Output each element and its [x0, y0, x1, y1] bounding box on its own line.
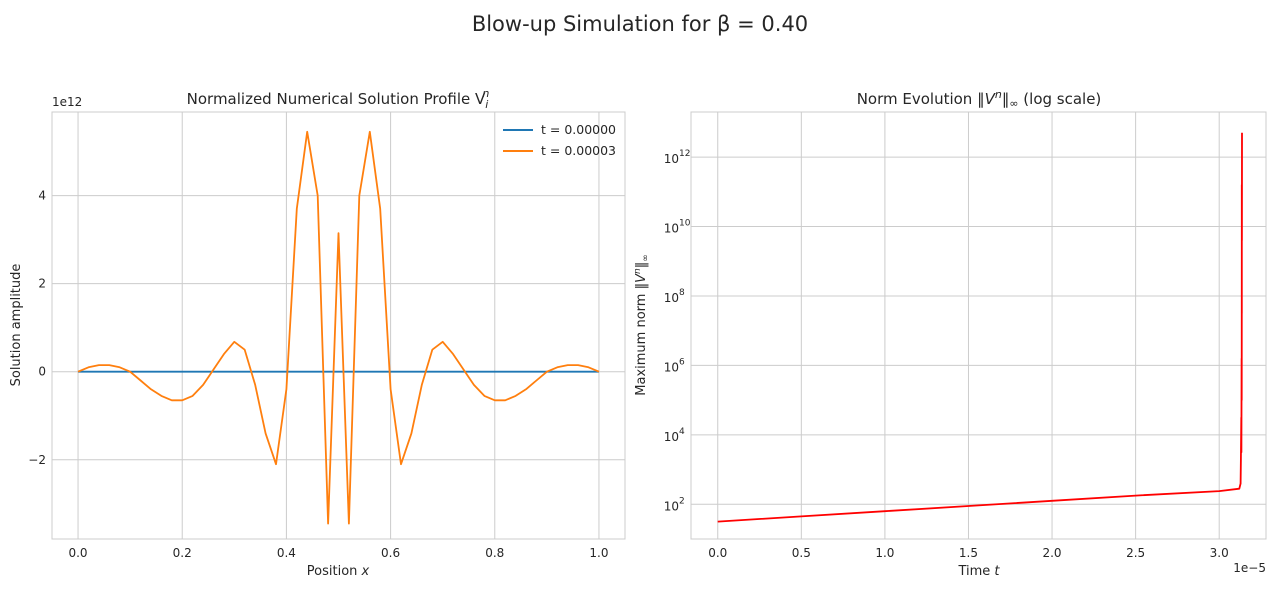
solution-profile-panel: 0.0 0.2 0.4 0.6 0.8 1.0 −2 0 2 4 1e12 Normalized… [9, 87, 626, 579]
left-x-tick-label: 0.8 [485, 546, 504, 560]
left-x-tick-label: 1.0 [589, 546, 608, 560]
right-y-tick-exponent: 4 [679, 427, 685, 437]
right-y-tick-label: 10 [664, 222, 679, 236]
right-y-tick-exponent: 6 [679, 357, 685, 367]
right-x-tick-label: 1.0 [875, 546, 894, 560]
left-y-tick-label: 4 [38, 189, 46, 203]
right-title-norm-bar: ‖ [1002, 90, 1010, 108]
right-x-tick-label: 2.0 [1042, 546, 1061, 560]
right-y-tick-label: 10 [664, 499, 679, 513]
left-title-superscript: n [482, 87, 489, 100]
left-y-tick-label: 2 [38, 277, 46, 291]
right-y-tick-label: 10 [664, 152, 679, 166]
right-plot-title: Norm Evolution ‖Vn‖∞ (log scale) [857, 88, 1102, 111]
right-title-var: V [985, 90, 997, 108]
right-y-axis-label: Maximum norm ‖Vn‖∞ [633, 254, 651, 395]
left-title-subscript: i [485, 98, 488, 111]
right-y-axis-subscript: ∞ [641, 254, 651, 262]
right-y-axis-norm-bar: ‖ [634, 262, 649, 269]
left-y-tick-label: 0 [38, 365, 46, 379]
right-x-tick-label: 3.0 [1210, 546, 1229, 560]
left-x-axis-label: Position x [307, 564, 370, 579]
right-x-offset-label: 1e−5 [1233, 561, 1266, 575]
left-x-tick-label: 0.2 [173, 546, 192, 560]
right-y-tick-label: 10 [664, 291, 679, 305]
right-plot-background [691, 112, 1266, 539]
right-x-axis-variable: t [994, 564, 1000, 579]
right-y-tick-exponent: 8 [679, 288, 685, 298]
left-plot-background [52, 112, 625, 539]
right-x-axis-label-text: Time [957, 564, 990, 579]
left-x-ticks: 0.0 0.2 0.4 0.6 0.8 1.0 [68, 546, 608, 560]
right-grid [691, 112, 1266, 539]
figure-title: Blow-up Simulation for β = 0.40 [472, 12, 808, 36]
legend-label-1: t = 0.00003 [541, 143, 616, 158]
left-x-tick-label: 0.0 [68, 546, 87, 560]
right-x-axis-label: Time t [957, 564, 1000, 579]
right-y-tick-exponent: 2 [679, 496, 685, 506]
right-y-tick-exponent: 10 [679, 219, 691, 229]
left-y-offset-label: 1e12 [52, 95, 82, 109]
right-x-tick-label: 2.5 [1126, 546, 1145, 560]
left-grid [52, 112, 625, 539]
right-x-tick-label: 0.0 [708, 546, 727, 560]
right-x-ticks: 0.0 0.5 1.0 1.5 2.0 2.5 3.0 [708, 546, 1229, 560]
left-y-axis-label: Solution amplitude [9, 264, 24, 387]
right-y-axis-superscript: n [633, 268, 643, 274]
right-y-tick-exponent: 12 [679, 149, 690, 159]
left-series-line-1 [77, 130, 600, 525]
right-y-axis-var: V [634, 273, 649, 283]
left-legend: t = 0.00000 t = 0.00003 [503, 122, 616, 158]
right-y-tick-label: 10 [664, 360, 679, 374]
left-x-tick-label: 0.6 [381, 546, 400, 560]
left-y-tick-label: −2 [28, 453, 46, 467]
left-series-group [77, 130, 600, 525]
right-title-prefix: Norm Evolution [857, 90, 973, 108]
legend-label-0: t = 0.00000 [541, 122, 616, 137]
right-x-tick-label: 1.5 [959, 546, 978, 560]
right-plot-frame [690, 111, 1267, 540]
right-y-axis-label-text: Maximum norm [634, 294, 649, 396]
right-x-tick-label: 0.5 [792, 546, 811, 560]
left-plot-frame [51, 111, 626, 540]
right-series-line-0 [717, 132, 1243, 523]
left-x-tick-label: 0.4 [277, 546, 296, 560]
right-title-superscript: n [995, 88, 1002, 101]
right-series-group [717, 132, 1243, 523]
left-x-axis-label-text: Position [307, 564, 358, 579]
left-y-ticks: −2 0 2 4 [28, 189, 46, 467]
left-x-axis-variable: x [361, 564, 370, 579]
left-title-text: Normalized Numerical Solution Profile V [187, 90, 486, 108]
right-title-suffix: (log scale) [1023, 90, 1101, 108]
right-title-subscript: ∞ [1009, 97, 1018, 110]
right-y-tick-label: 10 [664, 430, 679, 444]
left-plot-title: Normalized Numerical Solution Profile Vi… [187, 87, 490, 111]
